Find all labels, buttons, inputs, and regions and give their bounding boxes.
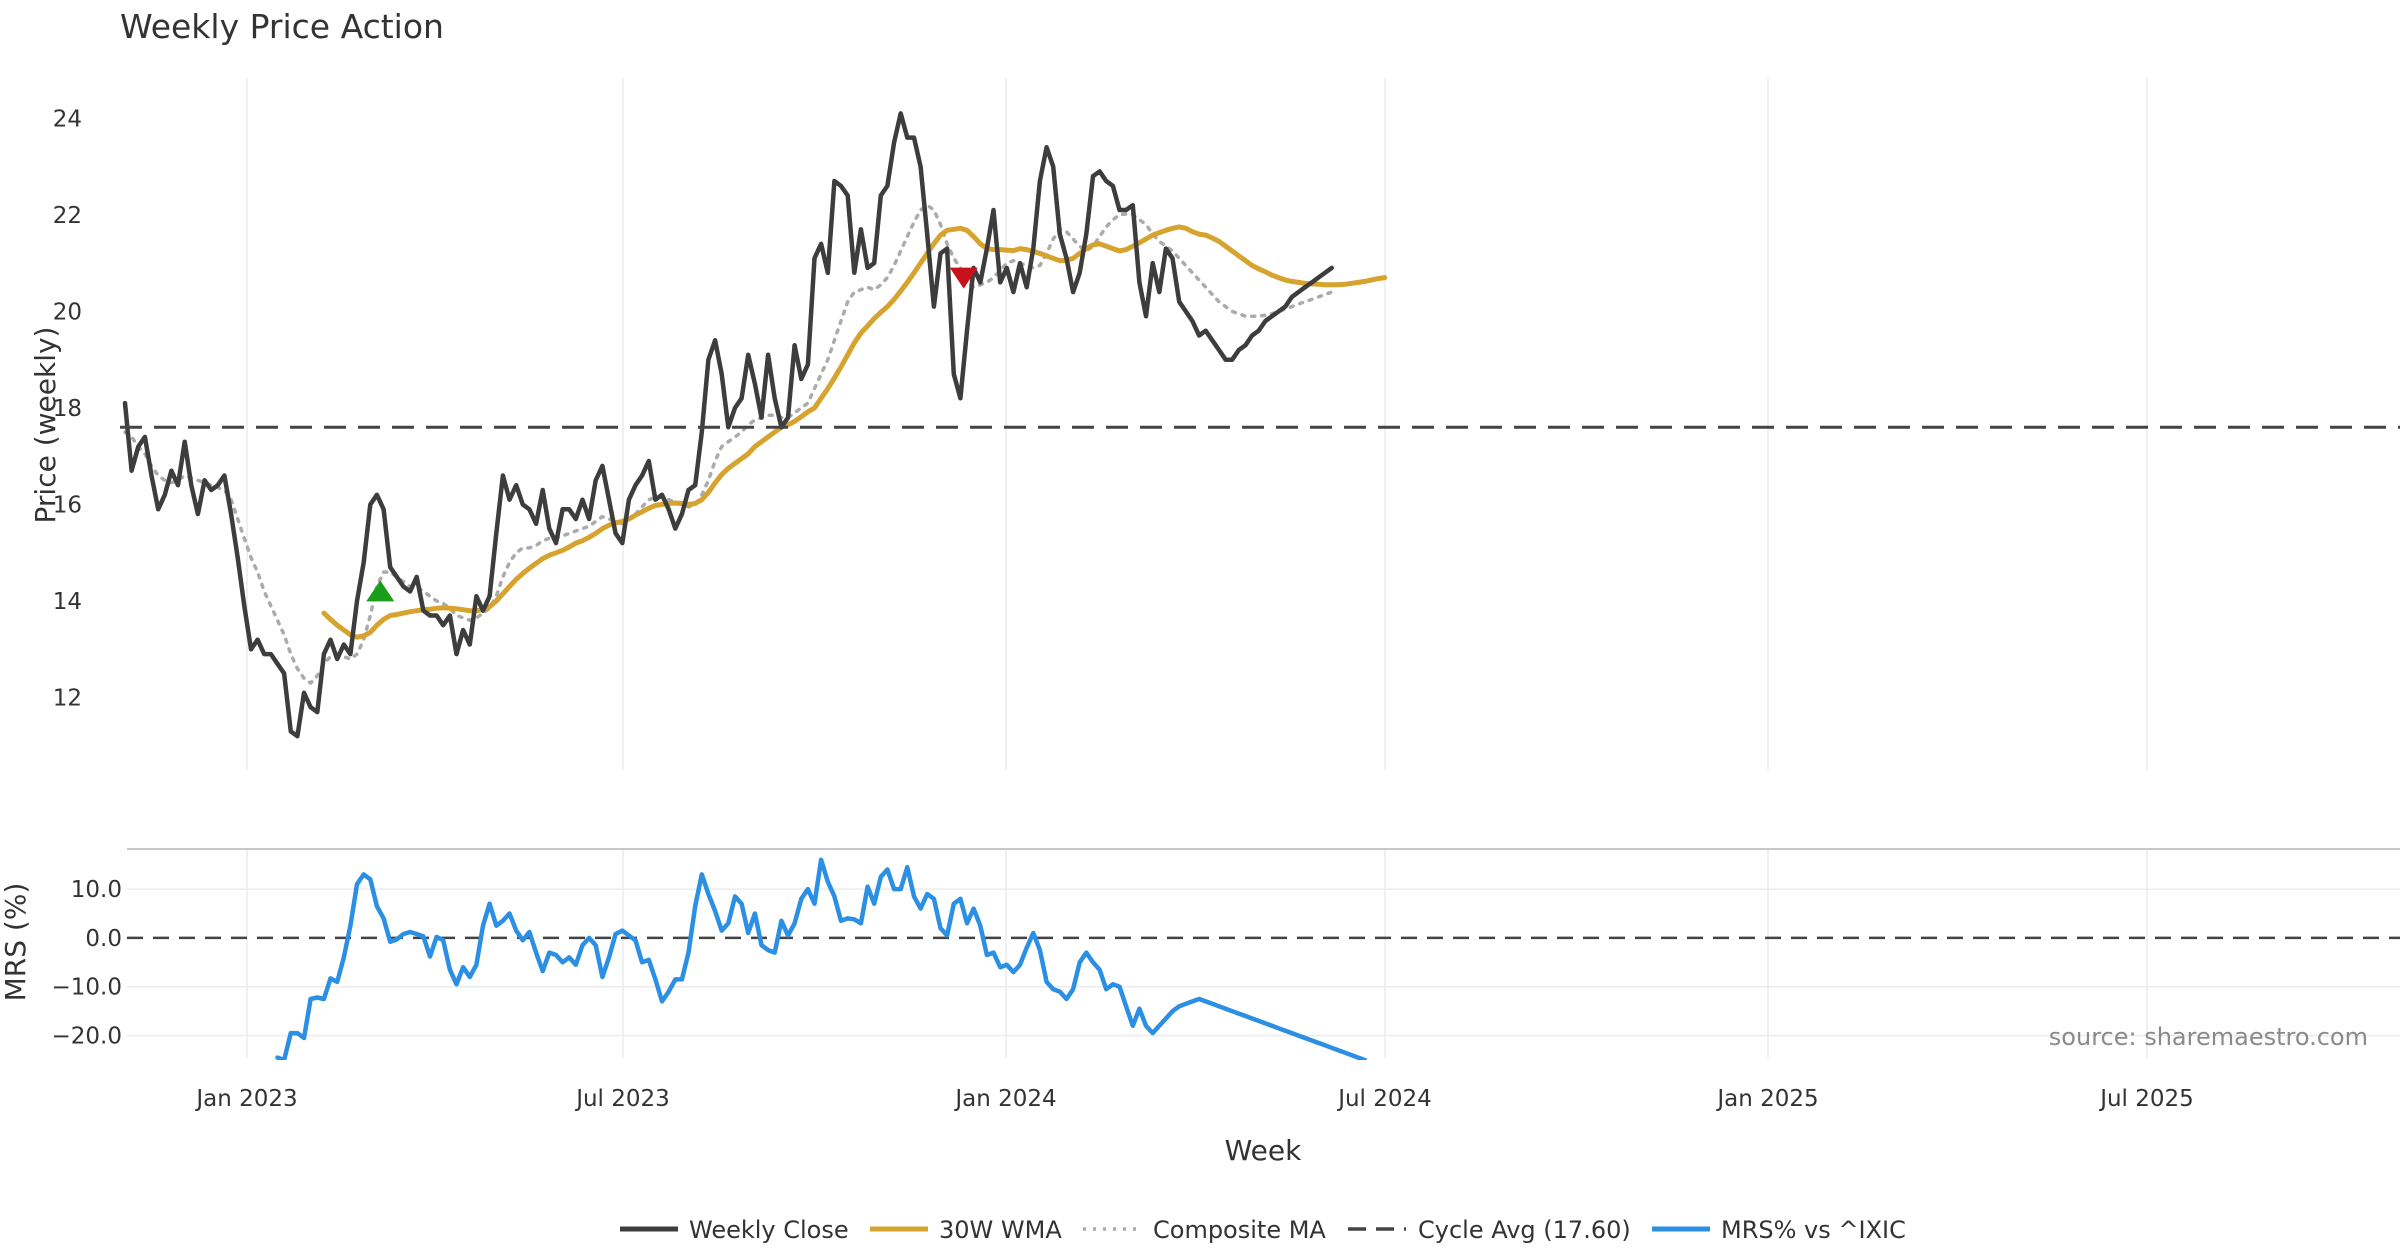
legend-item: Cycle Avg (17.60): [1348, 1216, 1631, 1244]
series-line-composite-ma: [123, 203, 1334, 685]
chart-title: Weekly Price Action: [120, 7, 444, 46]
mrs-y-tick-label: −20.0: [52, 1024, 122, 1050]
x-tick-label: Jan 2025: [1715, 1086, 1818, 1112]
price-grid: [246, 78, 2148, 770]
legend-label: Composite MA: [1153, 1216, 1326, 1244]
mrs-y-axis-label: MRS (%): [0, 883, 32, 1002]
series-line-30w-wma: [321, 224, 1388, 640]
x-tick-label: Jul 2025: [2098, 1086, 2194, 1112]
legend-label: MRS% vs ^IXIC: [1721, 1216, 1906, 1244]
mrs-grid: [127, 850, 2400, 1058]
legend-item: Weekly Close: [620, 1216, 849, 1244]
x-tick-label: Jan 2023: [194, 1086, 297, 1112]
x-axis-ticks: Jan 2023 Jul 2023 Jan 2024 Jul 2024 Jan 2025…: [194, 1086, 2193, 1112]
legend-item: MRS% vs ^IXIC: [1652, 1216, 1906, 1244]
price-y-tick-label: 24: [53, 106, 82, 132]
mrs-y-tick-label: 10.0: [71, 877, 122, 903]
mrs-y-tick-label: 0.0: [85, 926, 122, 952]
price-series: [120, 111, 2400, 739]
mrs-series: [275, 857, 1368, 1060]
legend: Weekly Close 30W WMA Composite MA Cycle Avg…: [620, 1216, 1906, 1244]
buy-signal-marker: [366, 580, 395, 602]
legend-label: Cycle Avg (17.60): [1418, 1216, 1631, 1244]
price-y-tick-label: 22: [53, 203, 82, 229]
price-markers: [366, 267, 978, 602]
sell-signal-marker: [949, 267, 978, 289]
series-line-mrs: [275, 857, 1368, 1060]
legend-item: Composite MA: [1083, 1216, 1326, 1244]
series-line-weekly-close: [122, 111, 1334, 739]
price-y-ticks: 12 14 16 18 20 22 24: [53, 106, 82, 711]
x-tick-label: Jul 2023: [574, 1086, 670, 1112]
legend-label: 30W WMA: [939, 1216, 1062, 1244]
price-y-axis-label: Price (weekly): [29, 327, 62, 524]
source-credit: source: sharemaestro.com: [2049, 1023, 2368, 1051]
mrs-y-ticks: 10.0 0.0 −10.0 −20.0: [52, 877, 122, 1050]
price-y-tick-label: 12: [53, 686, 82, 712]
legend-item: 30W WMA: [870, 1216, 1062, 1244]
legend-label: Weekly Close: [689, 1216, 849, 1244]
price-y-tick-label: 16: [53, 492, 82, 518]
x-axis-label: Week: [1225, 1134, 1302, 1167]
price-y-tick-label: 14: [53, 589, 82, 615]
x-tick-label: Jan 2024: [953, 1086, 1056, 1112]
x-tick-label: Jul 2024: [1336, 1086, 1432, 1112]
price-y-tick-label: 20: [53, 299, 82, 325]
mrs-y-tick-label: −10.0: [52, 975, 122, 1001]
price-y-tick-label: 18: [53, 396, 82, 422]
